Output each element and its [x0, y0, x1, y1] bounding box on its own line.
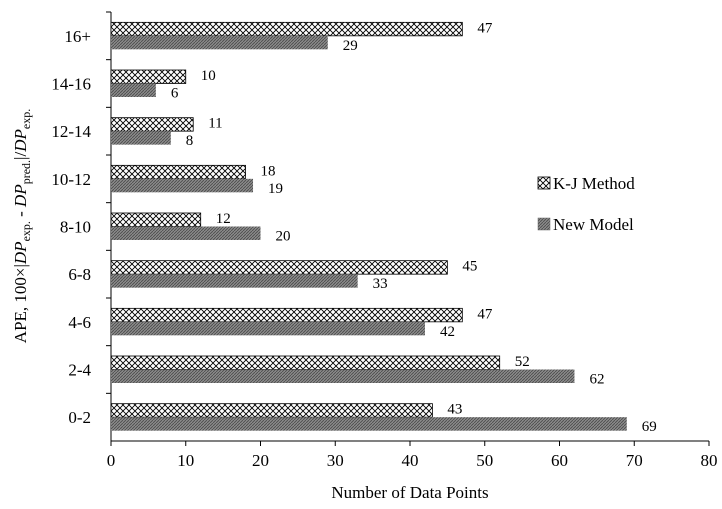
legend-swatch-k-j-method — [537, 176, 551, 190]
data-label-k-j-method: 11 — [208, 116, 222, 132]
data-label-k-j-method: 10 — [201, 68, 216, 84]
y-axis-title-dp2: DP — [11, 184, 30, 208]
category-label: 12-14 — [51, 122, 91, 141]
legend-label-new-model: New Model — [553, 215, 634, 234]
data-label-k-j-method: 43 — [447, 402, 462, 418]
y-axis-title-dp1: DP — [11, 241, 30, 265]
bar-k-j-method — [110, 21, 463, 37]
data-label-k-j-method: 18 — [261, 163, 276, 179]
data-label-k-j-method: 47 — [477, 306, 493, 322]
bar-new-model — [111, 417, 627, 431]
bar-new-model — [111, 226, 261, 240]
y-axis-title-dp1-sub: exp. — [19, 221, 33, 241]
category-label: 4-6 — [68, 313, 91, 332]
category-label: 0-2 — [68, 408, 91, 427]
y-axis-categories: 0-2 2-4 4-6 6-8 8-10 10-12 12-14 14-16 16+ — [51, 11, 111, 427]
category-label: 2-4 — [68, 361, 91, 380]
data-label-new-model: 6 — [171, 86, 179, 102]
data-label-k-j-method: 12 — [216, 211, 231, 227]
category-label: 6-8 — [68, 265, 91, 284]
bar-k-j-method — [110, 212, 202, 227]
data-label-new-model: 62 — [589, 372, 604, 388]
data-label-new-model: 42 — [440, 324, 455, 340]
legend: K-J Method New Model — [537, 174, 635, 234]
data-label-new-model: 20 — [276, 229, 291, 245]
y-axis-title-prefix: APE, 100×| — [11, 264, 30, 343]
data-label-new-model: 29 — [343, 38, 358, 54]
bar-new-model — [111, 178, 254, 193]
category-label: 16+ — [64, 27, 91, 46]
x-tick-label: 60 — [551, 451, 568, 470]
y-axis-title-bar: |/ — [11, 152, 30, 160]
bar-k-j-method — [110, 164, 246, 180]
x-tick-label: 70 — [626, 451, 643, 470]
bar-k-j-method — [110, 307, 463, 323]
bar-k-j-method — [110, 69, 187, 84]
bar-k-j-method — [110, 260, 448, 275]
x-tick-label: 30 — [327, 451, 344, 470]
bar-new-model — [111, 131, 171, 145]
x-tick-label: 50 — [476, 451, 493, 470]
bars — [110, 21, 627, 431]
bar-new-model — [111, 35, 328, 50]
y-axis-title-dp3-sub: exp. — [19, 109, 33, 129]
bar-k-j-method — [110, 403, 433, 418]
data-label-new-model: 69 — [642, 419, 657, 435]
data-label-new-model: 19 — [268, 181, 283, 197]
data-labels: 43 69 52 62 47 42 45 33 12 20 18 19 11 8 10 6 47 29 — [171, 20, 657, 435]
x-tick-label: 10 — [177, 451, 194, 470]
y-axis-title: APE, 100×|DPexp. - DPpred.|/DPexp. — [11, 109, 33, 343]
data-label-new-model: 33 — [373, 276, 388, 292]
legend-label-k-j-method: K-J Method — [553, 174, 635, 193]
x-tick-label: 40 — [402, 451, 419, 470]
bar-new-model — [111, 369, 575, 383]
bar-k-j-method — [110, 355, 501, 370]
data-label-k-j-method: 45 — [462, 259, 477, 275]
category-label: 10-12 — [51, 170, 91, 189]
bar-new-model — [111, 83, 156, 97]
category-label: 8-10 — [60, 218, 91, 237]
bar-new-model — [111, 321, 425, 336]
y-axis-title-minus: - — [11, 207, 30, 221]
x-axis-title: Number of Data Points — [331, 483, 488, 502]
y-axis-title-group: APE, 100×|DPexp. - DPpred.|/DPexp. — [11, 109, 33, 343]
category-label: 14-16 — [51, 75, 91, 94]
legend-swatch-new-model — [537, 217, 551, 231]
x-tick-label: 20 — [252, 451, 269, 470]
x-tick-label: 0 — [107, 451, 116, 470]
y-axis-title-dp3: DP — [11, 129, 30, 153]
x-tick-label: 80 — [701, 451, 718, 470]
data-label-k-j-method: 47 — [477, 20, 493, 36]
bar-new-model — [111, 274, 358, 288]
bar-k-j-method — [110, 117, 194, 132]
data-label-k-j-method: 52 — [515, 354, 530, 370]
data-label-new-model: 8 — [186, 133, 194, 149]
y-axis-title-dp2-sub: pred. — [19, 160, 33, 184]
x-axis-ticks: 0 10 20 30 40 50 60 70 80 — [107, 441, 718, 470]
